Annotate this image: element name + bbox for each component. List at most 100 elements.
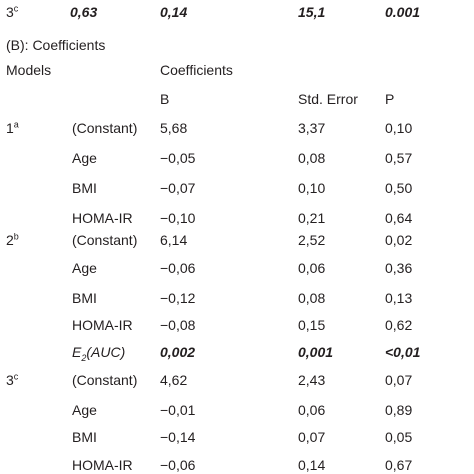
value-b: −0,01 xyxy=(160,402,195,418)
top-row-value: 0.001 xyxy=(385,4,420,20)
variable-name: (Constant) xyxy=(72,120,138,136)
value-p: <0,01 xyxy=(385,344,420,360)
top-row-value: 0,63 xyxy=(70,4,97,20)
variable-name: E xyxy=(72,344,82,360)
variable-name: (Constant) xyxy=(72,372,138,388)
variable-name: BMI xyxy=(72,180,97,196)
model-number: 2 xyxy=(6,232,14,248)
model-number: 3 xyxy=(6,4,14,20)
cell-text: 5,68 xyxy=(160,120,188,136)
header-p: P xyxy=(385,91,395,107)
variable-name: Age xyxy=(72,150,97,166)
value-se: 3,37 xyxy=(298,120,325,136)
cell-text: 0,89 xyxy=(385,402,413,418)
value-p: 0,62 xyxy=(385,317,412,333)
value-b: −0,10 xyxy=(160,210,195,226)
variable-name: HOMA-IR xyxy=(72,210,133,226)
value-se: 0,07 xyxy=(298,429,325,445)
top-row-value: 15,1 xyxy=(298,4,325,20)
value-b: 6,14 xyxy=(160,232,187,248)
cell-text: −0,05 xyxy=(160,150,196,166)
cell-text: 0,14 xyxy=(160,4,188,20)
cell-text: 0,06 xyxy=(298,402,326,418)
cell-text: 0.001 xyxy=(385,4,421,20)
value-p: 0,10 xyxy=(385,120,412,136)
value-b: −0,12 xyxy=(160,290,195,306)
value-p: 0,67 xyxy=(385,457,412,473)
cell-text: −0,08 xyxy=(160,317,196,333)
variable: HOMA-IR xyxy=(72,457,133,473)
cell-text: −0,06 xyxy=(160,457,196,473)
model-superscript: c xyxy=(13,371,19,382)
value-se: 0,08 xyxy=(298,150,325,166)
cell-text: 0,10 xyxy=(385,120,413,136)
value-se: 0,14 xyxy=(298,457,325,473)
header-std-error: Std. Error xyxy=(298,91,358,107)
value-se: 0,21 xyxy=(298,210,325,226)
value-se: 0,06 xyxy=(298,402,325,418)
model-superscript: c xyxy=(13,3,19,14)
header-coefficients: Coefficients xyxy=(160,62,233,78)
value-b: −0,06 xyxy=(160,260,195,276)
cell-text: 0,63 xyxy=(70,4,98,20)
cell-text: 3,37 xyxy=(298,120,326,136)
variable: Age xyxy=(72,150,97,166)
cell-text: 6,14 xyxy=(160,232,188,248)
variable: (Constant) xyxy=(72,120,137,136)
value-p: 0,64 xyxy=(385,210,412,226)
model-superscript: b xyxy=(13,231,19,242)
value-b: 0,002 xyxy=(160,344,195,360)
variable: BMI xyxy=(72,180,97,196)
cell-text: 0,62 xyxy=(385,317,413,333)
cell-text: 0,06 xyxy=(298,260,326,276)
header-models: Models xyxy=(6,62,52,78)
variable: Age xyxy=(72,402,97,418)
cell-text: −0,10 xyxy=(160,210,196,226)
variable: Age xyxy=(72,260,97,276)
variable: (Constant) xyxy=(72,372,137,388)
cell-text: −0,07 xyxy=(160,180,196,196)
variable: HOMA-IR xyxy=(72,317,133,333)
cell-text: 0,07 xyxy=(385,372,413,388)
cell-text: 0,002 xyxy=(160,344,196,360)
model-superscript: a xyxy=(13,119,19,130)
model-number: 1 xyxy=(6,120,14,136)
model-label: 1a xyxy=(6,120,19,136)
cell-text: −0,01 xyxy=(160,402,196,418)
variable-name: Age xyxy=(72,260,97,276)
cell-text: 0,02 xyxy=(385,232,413,248)
model-label: 2b xyxy=(6,232,19,248)
cell-text: 0,07 xyxy=(298,429,326,445)
value-p: 0,07 xyxy=(385,372,412,388)
value-b: −0,07 xyxy=(160,180,195,196)
cell-text: 0,08 xyxy=(298,150,326,166)
variable-name: Age xyxy=(72,402,97,418)
model-number: 3 xyxy=(6,372,14,388)
cell-text: 0,14 xyxy=(298,457,326,473)
cell-text: 0,13 xyxy=(385,290,413,306)
value-se: 0,06 xyxy=(298,260,325,276)
cell-text: 2,52 xyxy=(298,232,326,248)
variable-name: BMI xyxy=(72,290,97,306)
cell-text: <0,01 xyxy=(385,344,421,360)
value-b: −0,08 xyxy=(160,317,195,333)
variable-name: (Constant) xyxy=(72,232,138,248)
cell-text: 0,21 xyxy=(298,210,326,226)
cell-text: 0,001 xyxy=(298,344,334,360)
value-p: 0,57 xyxy=(385,150,412,166)
variable: BMI xyxy=(72,290,97,306)
value-p: 0,89 xyxy=(385,402,412,418)
value-se: 0,08 xyxy=(298,290,325,306)
value-p: 0,02 xyxy=(385,232,412,248)
value-se: 0,10 xyxy=(298,180,325,196)
value-b: −0,06 xyxy=(160,457,195,473)
header-b: B xyxy=(160,91,170,107)
section-title: (B): Coefficients xyxy=(6,37,106,53)
value-p: 0,05 xyxy=(385,429,412,445)
cell-text: 0,10 xyxy=(298,180,326,196)
cell-text: −0,14 xyxy=(160,429,196,445)
value-se: 0,001 xyxy=(298,344,333,360)
value-b: 5,68 xyxy=(160,120,187,136)
variable-suffix: (AUC) xyxy=(86,344,126,360)
